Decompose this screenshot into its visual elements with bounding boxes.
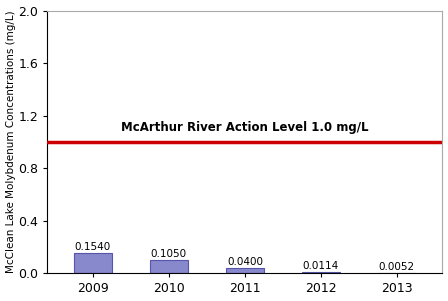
Text: 0.1540: 0.1540: [75, 242, 111, 252]
Text: 0.0400: 0.0400: [227, 257, 263, 267]
Text: 0.0114: 0.0114: [303, 261, 339, 271]
Bar: [302, 272, 340, 273]
Text: McArthur River Action Level 1.0 mg/L: McArthur River Action Level 1.0 mg/L: [121, 121, 369, 134]
Bar: [150, 260, 188, 273]
Bar: [74, 253, 112, 273]
Bar: [226, 268, 264, 273]
Text: 0.1050: 0.1050: [151, 249, 187, 259]
Text: 0.0052: 0.0052: [379, 262, 415, 272]
Y-axis label: McClean Lake Molybdenum Concentrations (mg/L): McClean Lake Molybdenum Concentrations (…: [5, 11, 16, 273]
